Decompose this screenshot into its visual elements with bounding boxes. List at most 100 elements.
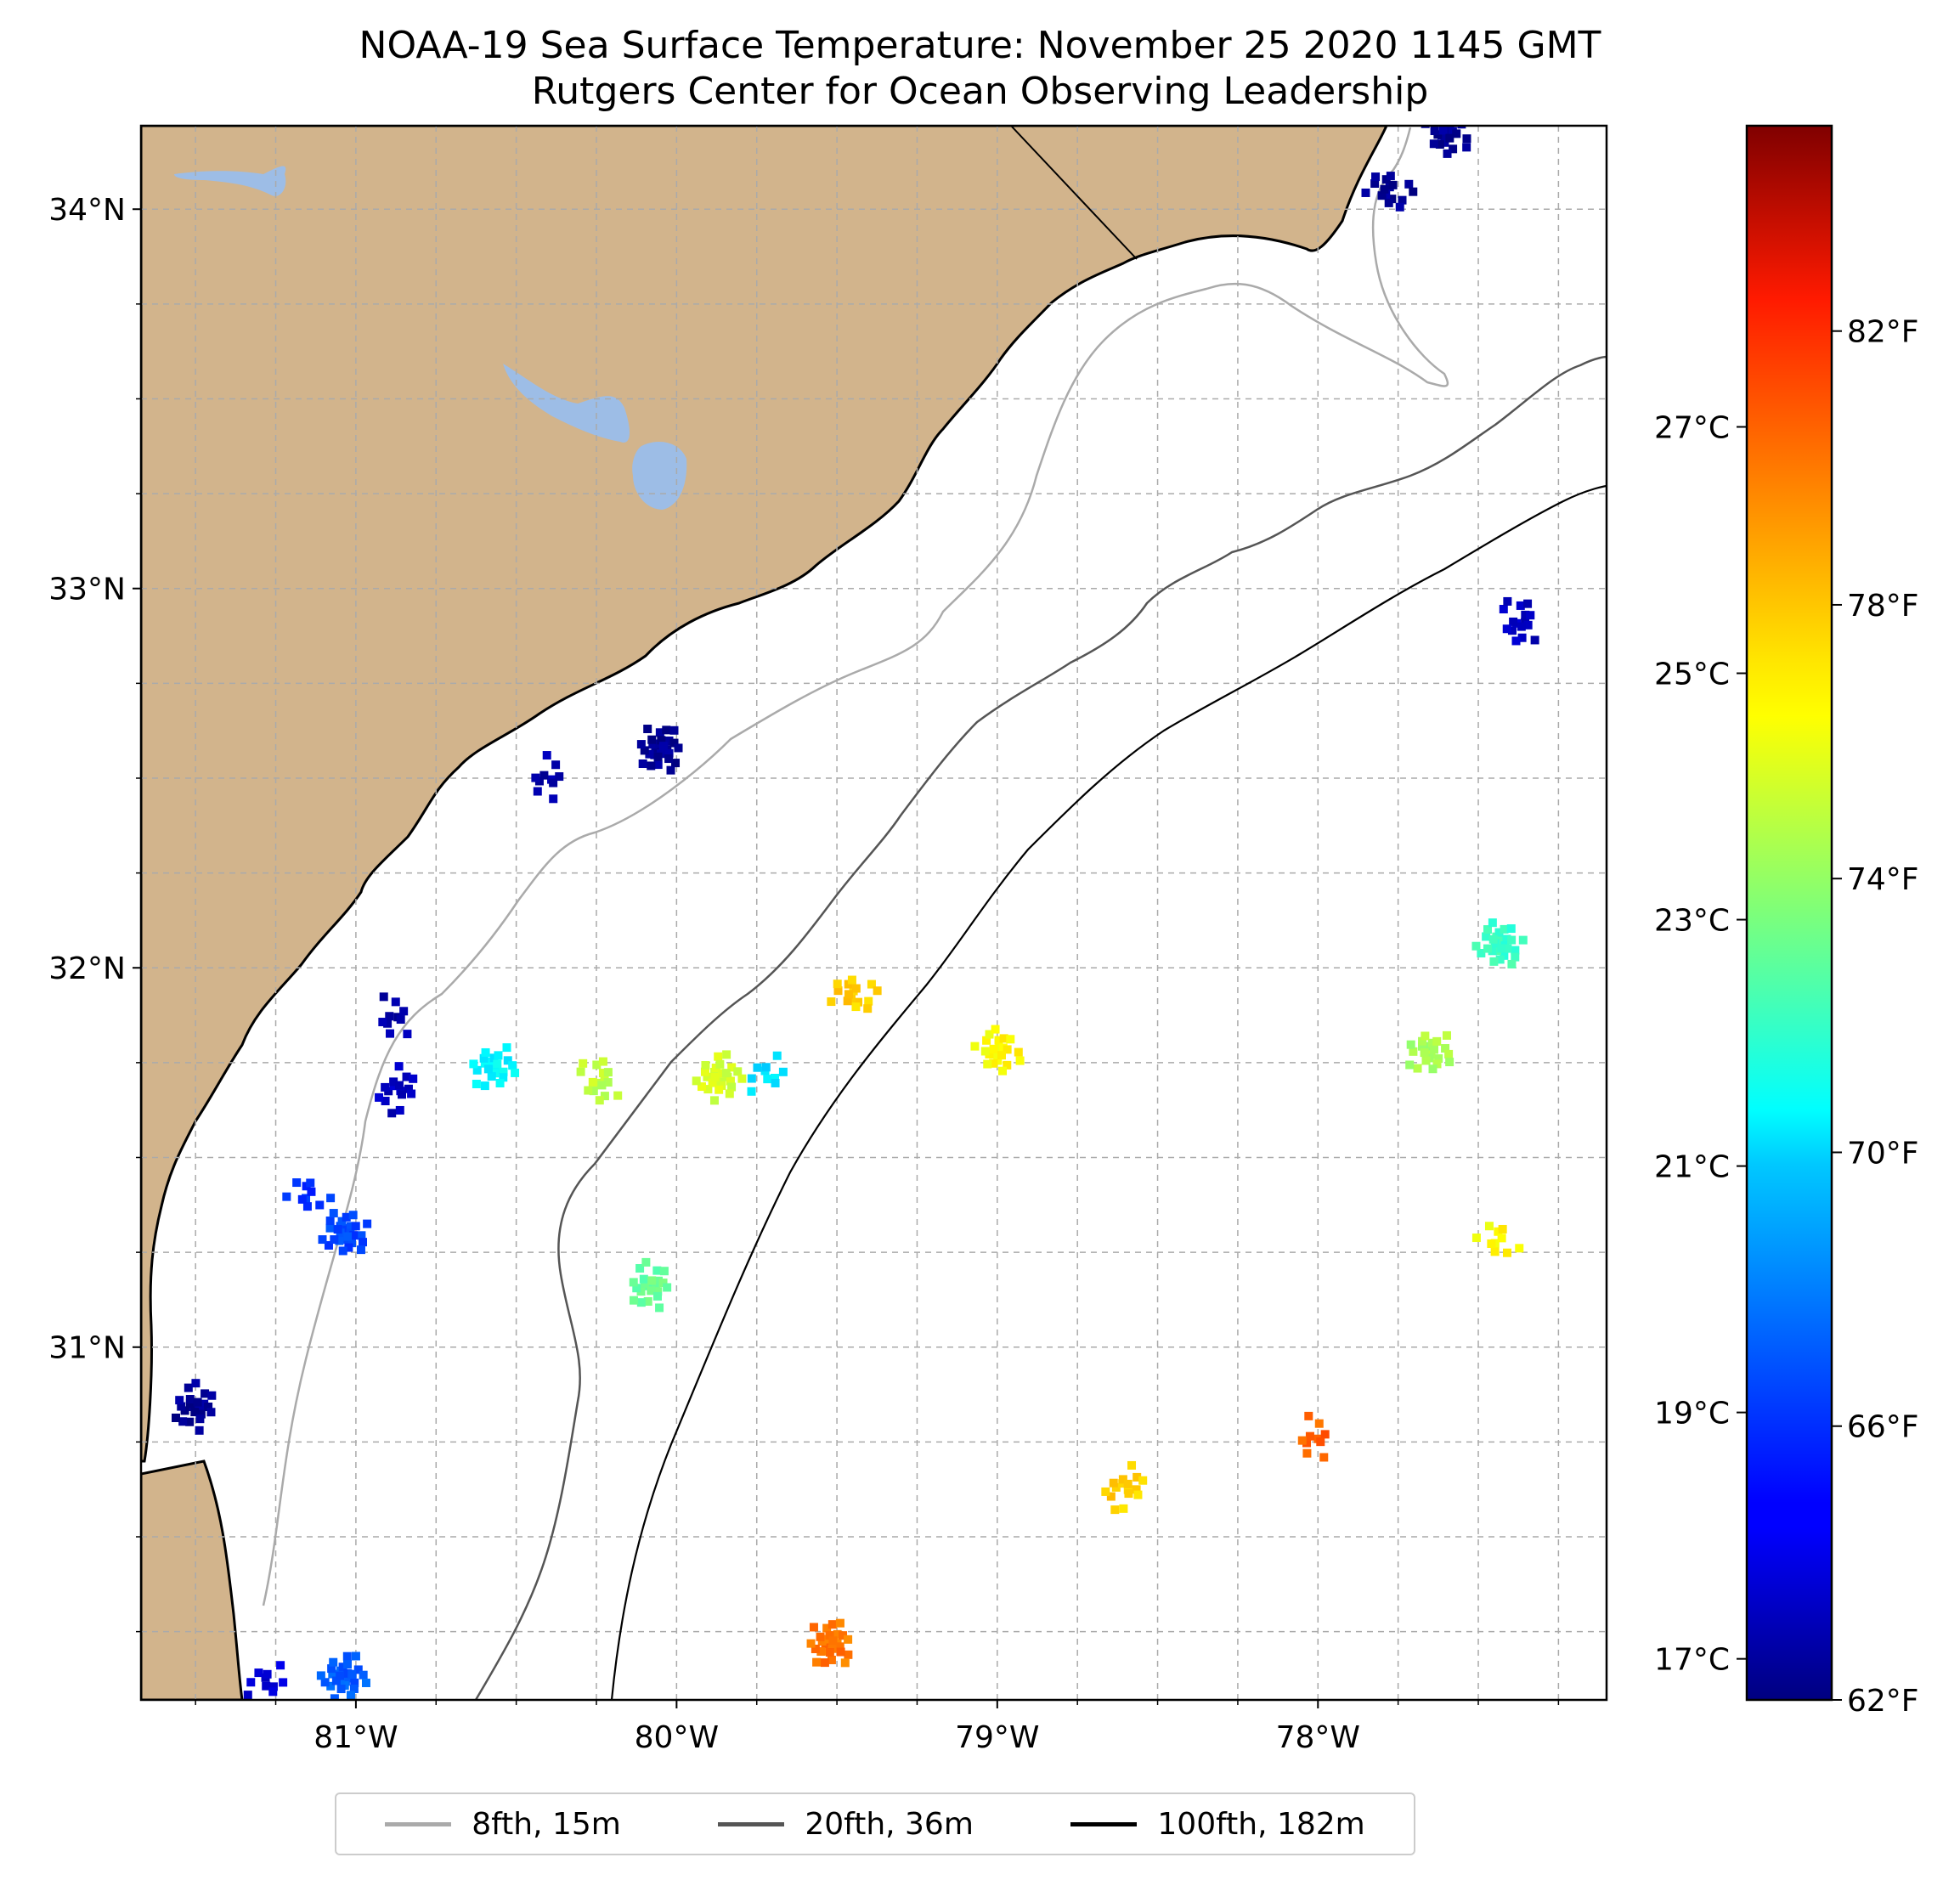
sst-pixel [279, 1678, 288, 1687]
sst-pixel [1441, 1044, 1450, 1053]
sst-pixel [666, 765, 675, 775]
sst-pixel [664, 737, 674, 746]
sst-pixel [592, 1060, 602, 1070]
sst-pixel [1405, 1060, 1415, 1070]
sst-pixel [817, 1637, 827, 1646]
sst-pixel [980, 1047, 990, 1056]
sst-pixel [1517, 622, 1526, 631]
sst-pixel [703, 1085, 713, 1094]
sst-pixel [715, 1059, 725, 1069]
sst-pixel [1507, 959, 1517, 968]
sst-pixel [361, 1678, 370, 1687]
isobath-legend: 8fth, 15m 20fth, 36m 100fth, 182m [335, 1792, 1415, 1855]
sst-pixel [1123, 1479, 1133, 1488]
sst-pixel [508, 1061, 517, 1070]
sst-pixel [193, 1397, 202, 1407]
sst-pixel [495, 1079, 505, 1088]
sst-pixel [647, 761, 656, 771]
sst-pixel [357, 1231, 366, 1240]
sst-pixel [1509, 617, 1518, 626]
colorbar-f-label: 70°F [1847, 1136, 1919, 1171]
sst-pixel [487, 1072, 496, 1081]
sst-pixel [825, 1648, 834, 1657]
lon-tick-label: 80°W [635, 1720, 719, 1755]
sst-pixel [747, 1074, 756, 1083]
sst-pixel [1398, 195, 1407, 205]
colorbar-c-label: 21°C [1654, 1150, 1730, 1185]
sst-pixel [1132, 1485, 1141, 1494]
sst-pixel [1521, 610, 1530, 619]
sst-pixel [700, 1067, 709, 1076]
sst-pixel [175, 1396, 184, 1405]
lon-tick-label: 81°W [313, 1720, 398, 1755]
map-frame [139, 124, 1608, 1702]
sst-pixel [1444, 107, 1453, 116]
sst-pixel [1429, 1045, 1438, 1054]
sst-pixel [387, 1109, 397, 1118]
graticule [141, 126, 1607, 1700]
sst-pixel [1006, 1035, 1015, 1044]
sst-pixel [381, 1097, 390, 1106]
sst-pixel [1304, 1411, 1313, 1420]
sst-pixel [349, 1684, 359, 1693]
sst-pixel [1500, 924, 1509, 934]
sst-pixel [747, 1087, 756, 1096]
sst-pixel [1302, 1438, 1312, 1448]
sst-pixel [329, 1657, 338, 1667]
sst-pixel [402, 1072, 411, 1081]
lat-tick-label: 31°N [48, 1331, 126, 1366]
sst-pixel [195, 1414, 205, 1424]
sst-pixel [1305, 1431, 1314, 1441]
sst-pixel [1444, 1049, 1454, 1059]
sst-pixel [778, 1067, 788, 1076]
sst-pixel [579, 1059, 588, 1068]
sst-pixel [1124, 1489, 1133, 1499]
colorbar [1745, 124, 1833, 1702]
sst-pixel [383, 1019, 393, 1028]
sst-pixel [1430, 127, 1439, 136]
sst-pixel [395, 1105, 404, 1115]
sst-pixel [327, 1664, 336, 1674]
sst-pixel [655, 1303, 664, 1313]
sst-pixel [717, 1069, 726, 1078]
sst-pixel [1388, 180, 1398, 189]
sst-pixel [254, 1668, 263, 1678]
sst-pixel [185, 1417, 195, 1426]
sst-pixel [326, 1194, 336, 1203]
sst-pixel [641, 1257, 651, 1267]
sst-pixel [1506, 924, 1516, 934]
sst-pixel [494, 1051, 503, 1060]
sst-pixel [1429, 139, 1438, 149]
sst-pixel [770, 1074, 779, 1083]
sst-pixel [638, 759, 647, 769]
sst-pixel [343, 1232, 353, 1241]
sst-pixel [709, 1096, 719, 1105]
sst-pixel [555, 772, 564, 782]
sst-pixel [542, 751, 551, 760]
sst-pixel [629, 1296, 638, 1305]
sst-pixel [479, 1053, 489, 1063]
sst-pixel [703, 1072, 712, 1081]
legend-item-100fth: 100fth, 182m [1070, 1807, 1365, 1842]
sst-pixel [483, 1064, 493, 1074]
sst-pixel [1487, 1239, 1496, 1248]
sst-pixel [349, 1231, 359, 1240]
sst-pixel [1106, 1492, 1116, 1501]
sst-pixel [613, 1091, 623, 1100]
land-mass [141, 126, 1388, 1700]
sst-pixel [1495, 955, 1505, 964]
sst-pixel [658, 1279, 668, 1288]
sst-pixel [306, 1178, 315, 1188]
sst-pixel [539, 771, 549, 780]
sst-pixel [844, 990, 853, 999]
sst-pixel [533, 787, 542, 796]
sst-pixel [206, 1408, 216, 1417]
sst-pixel [315, 1200, 325, 1210]
sst-pixel [640, 746, 649, 755]
sst-pixel [1319, 1453, 1329, 1462]
sst-pixel [320, 1678, 330, 1687]
sst-pixel [1109, 1478, 1118, 1488]
sst-pixel [381, 1082, 390, 1092]
sst-pixel [1433, 116, 1442, 125]
